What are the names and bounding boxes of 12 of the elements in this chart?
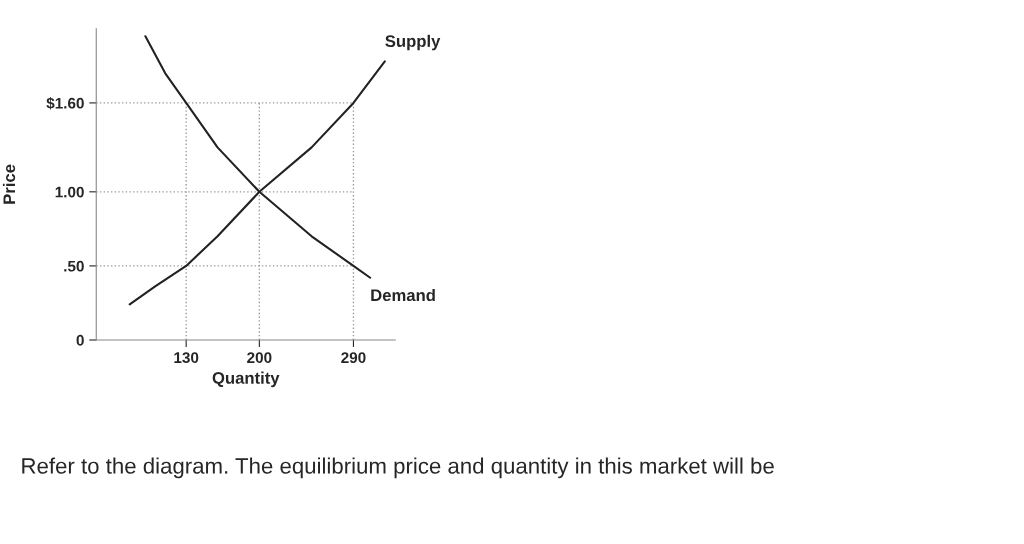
y-tick-label: 1.00 [55,186,84,198]
text: Refer to the diagram. The equilibrium price and quantity in this market will be [22,457,774,479]
x-tick-label: 200 [247,352,272,364]
x-tick-label: 290 [341,352,366,364]
series-label: Supply [385,34,441,51]
series-label: Demand [371,288,435,302]
y-tick-label: $1.60 [46,97,84,110]
y-tick-label: 0 [76,334,84,346]
x-tick-label: 130 [174,352,199,364]
x-axis-title: Quantity [212,371,280,388]
y-tick-label: .50 [64,260,84,272]
y-axis-title: Price [2,164,16,204]
